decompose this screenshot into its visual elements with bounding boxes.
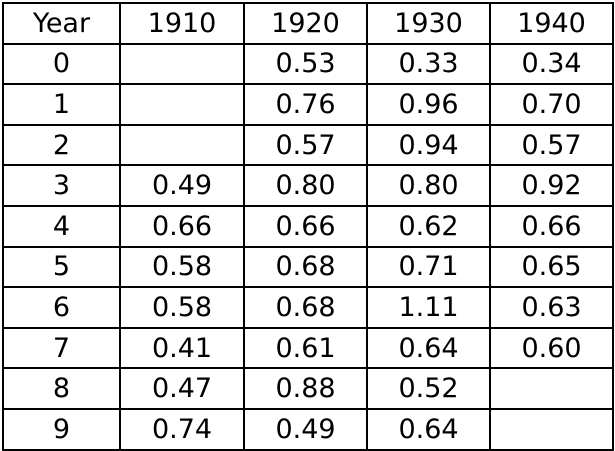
cell-1940: 0.66 — [489, 204, 614, 248]
table-row: 5 0.58 0.68 0.71 0.65 — [2, 245, 614, 289]
cell-1920: 0.68 — [243, 245, 368, 289]
cell-1910: 0.49 — [119, 164, 245, 207]
table-header-row: Year 1910 1920 1930 1940 — [2, 2, 614, 45]
table-row: 6 0.58 0.68 1.11 0.63 — [2, 286, 614, 329]
header-1930: 1930 — [366, 2, 491, 45]
table-row: 8 0.47 0.88 0.52 — [2, 367, 614, 410]
cell-1910: 0.58 — [119, 245, 245, 289]
cell-1920: 0.80 — [243, 164, 368, 207]
cell-1910 — [119, 42, 245, 86]
cell-1930: 0.33 — [366, 42, 491, 86]
cell-1930: 0.96 — [366, 83, 491, 126]
cell-year: 6 — [2, 286, 121, 329]
cell-year: 7 — [2, 326, 121, 370]
cell-1930: 0.64 — [366, 326, 491, 370]
cell-year: 0 — [2, 42, 121, 86]
cell-year: 5 — [2, 245, 121, 289]
cell-1910: 0.47 — [119, 367, 245, 410]
cell-1930: 0.62 — [366, 204, 491, 248]
cell-year: 9 — [2, 407, 121, 451]
table-row: 2 0.57 0.94 0.57 — [2, 123, 614, 167]
cell-1910 — [119, 123, 245, 167]
table-row: 0 0.53 0.33 0.34 — [2, 42, 614, 86]
cell-1910: 0.66 — [119, 204, 245, 248]
table-row: 9 0.74 0.49 0.64 — [2, 407, 614, 451]
cell-1920: 0.49 — [243, 407, 368, 451]
cell-1930: 1.11 — [366, 286, 491, 329]
cell-1930: 0.94 — [366, 123, 491, 167]
cell-year: 4 — [2, 204, 121, 248]
cell-1940 — [489, 407, 614, 451]
cell-1940: 0.92 — [489, 164, 614, 207]
cell-1910: 0.41 — [119, 326, 245, 370]
cell-1930: 0.52 — [366, 367, 491, 410]
header-1940: 1940 — [489, 2, 614, 45]
cell-1940: 0.57 — [489, 123, 614, 167]
cell-1940: 0.60 — [489, 326, 614, 370]
cell-1940: 0.34 — [489, 42, 614, 86]
cell-1920: 0.76 — [243, 83, 368, 126]
cell-1910 — [119, 83, 245, 126]
header-year: Year — [2, 2, 121, 45]
cell-1930: 0.80 — [366, 164, 491, 207]
cell-year: 2 — [2, 123, 121, 167]
table-row: 4 0.66 0.66 0.62 0.66 — [2, 204, 614, 248]
cell-1920: 0.53 — [243, 42, 368, 86]
cell-1920: 0.88 — [243, 367, 368, 410]
cell-1920: 0.68 — [243, 286, 368, 329]
cell-1920: 0.66 — [243, 204, 368, 248]
header-1910: 1910 — [119, 2, 245, 45]
cell-1920: 0.57 — [243, 123, 368, 167]
cell-1930: 0.71 — [366, 245, 491, 289]
cell-1940 — [489, 367, 614, 410]
header-1920: 1920 — [243, 2, 368, 45]
table-row: 7 0.41 0.61 0.64 0.60 — [2, 326, 614, 370]
cell-year: 8 — [2, 367, 121, 410]
cell-1940: 0.63 — [489, 286, 614, 329]
cell-1930: 0.64 — [366, 407, 491, 451]
cell-1920: 0.61 — [243, 326, 368, 370]
cell-year: 3 — [2, 164, 121, 207]
cell-1910: 0.58 — [119, 286, 245, 329]
table-row: 3 0.49 0.80 0.80 0.92 — [2, 164, 614, 207]
cell-1940: 0.65 — [489, 245, 614, 289]
cell-1940: 0.70 — [489, 83, 614, 126]
table-row: 1 0.76 0.96 0.70 — [2, 83, 614, 126]
cell-year: 1 — [2, 83, 121, 126]
cell-1910: 0.74 — [119, 407, 245, 451]
